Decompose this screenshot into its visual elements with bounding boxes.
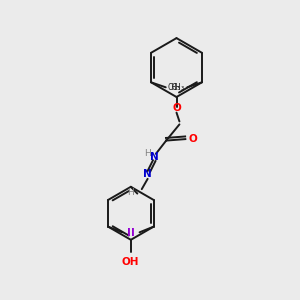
Text: N: N (143, 169, 152, 179)
Text: I: I (131, 228, 135, 238)
Text: H: H (128, 188, 134, 196)
Text: I: I (127, 228, 131, 238)
Text: H: H (144, 149, 151, 158)
Text: O: O (188, 134, 197, 144)
Text: N: N (150, 152, 159, 162)
Text: CH₃: CH₃ (168, 83, 182, 92)
Text: O: O (172, 103, 181, 113)
Text: CH₃: CH₃ (171, 83, 185, 92)
Text: OH: OH (122, 257, 139, 267)
